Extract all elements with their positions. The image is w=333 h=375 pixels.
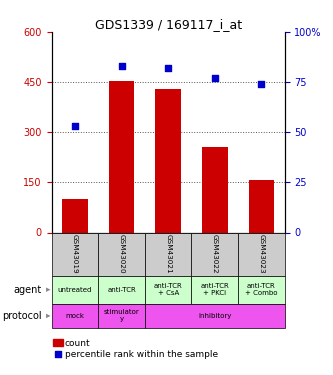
Text: count: count bbox=[65, 339, 91, 348]
Bar bbox=[109, 81, 134, 232]
Point bbox=[259, 81, 264, 87]
Text: GSM43019: GSM43019 bbox=[72, 234, 78, 274]
Text: GSM43023: GSM43023 bbox=[258, 234, 264, 274]
Text: mock: mock bbox=[65, 313, 85, 319]
Text: untreated: untreated bbox=[58, 286, 92, 292]
Text: anti-TCR: anti-TCR bbox=[107, 286, 136, 292]
Bar bbox=[248, 180, 274, 232]
Text: stimulator
y: stimulator y bbox=[104, 309, 140, 322]
Text: inhibitory: inhibitory bbox=[198, 313, 231, 319]
Text: GSM43022: GSM43022 bbox=[212, 234, 218, 274]
Text: anti-TCR
+ CsA: anti-TCR + CsA bbox=[154, 283, 182, 296]
Bar bbox=[155, 89, 181, 232]
Title: GDS1339 / 169117_i_at: GDS1339 / 169117_i_at bbox=[95, 18, 242, 31]
Bar bbox=[202, 147, 228, 232]
Point bbox=[72, 123, 78, 129]
Text: protocol: protocol bbox=[2, 311, 42, 321]
Point bbox=[212, 75, 217, 81]
Point bbox=[56, 351, 61, 357]
Point bbox=[119, 63, 124, 69]
Bar bbox=[62, 199, 88, 232]
Text: anti-TCR
+ PKCi: anti-TCR + PKCi bbox=[200, 283, 229, 296]
Text: GSM43020: GSM43020 bbox=[119, 234, 125, 274]
Text: GSM43021: GSM43021 bbox=[165, 234, 171, 274]
Text: agent: agent bbox=[13, 285, 42, 295]
Text: percentile rank within the sample: percentile rank within the sample bbox=[65, 350, 218, 359]
Text: anti-TCR
+ Combo: anti-TCR + Combo bbox=[245, 283, 278, 296]
Point bbox=[166, 65, 171, 71]
